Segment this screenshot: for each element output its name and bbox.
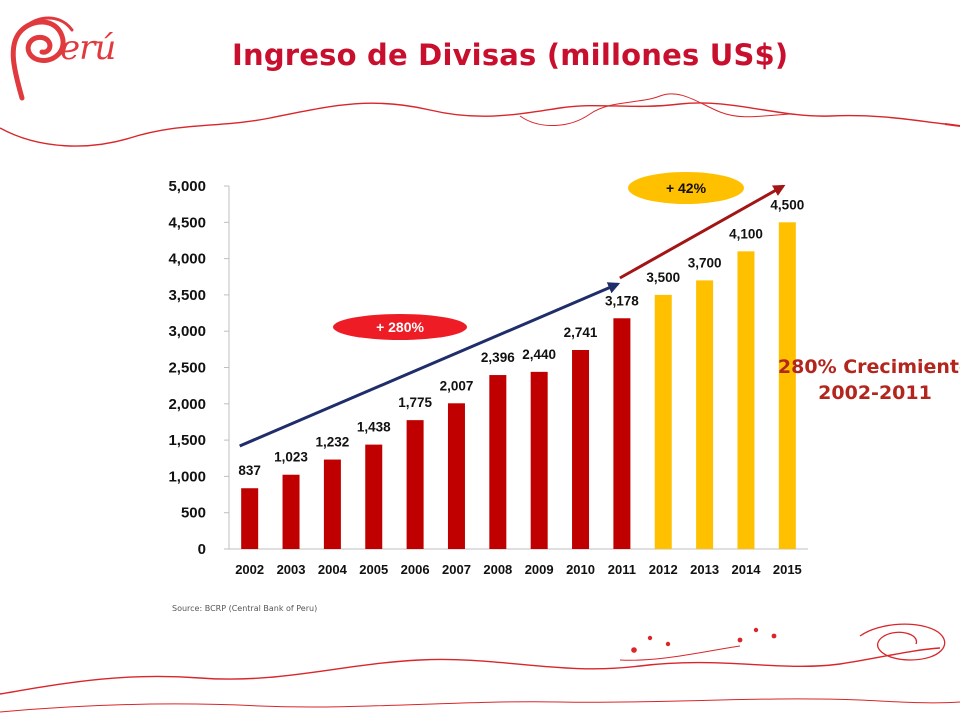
bar [447, 403, 465, 549]
badge-280-percent [333, 314, 467, 340]
y-tick-label: 2,000 [168, 396, 206, 413]
bar [406, 420, 424, 549]
x-tick-label: 2002 [235, 562, 264, 577]
y-tick-label: 1,000 [168, 468, 206, 485]
x-tick-label: 2006 [401, 562, 430, 577]
x-tick-label: 2011 [608, 562, 636, 577]
data-label: 4,500 [770, 197, 804, 212]
x-tick-label: 2003 [277, 562, 306, 577]
bar [282, 474, 300, 549]
data-label: 4,100 [729, 226, 763, 241]
bar [572, 350, 590, 549]
data-label: 2,440 [522, 347, 556, 362]
trend-arrow-2011-2015 [619, 184, 786, 280]
badge-280-percent-label: + 280% [376, 319, 424, 335]
data-label: 1,023 [274, 450, 308, 465]
x-tick-label: 2013 [690, 562, 719, 577]
bar [654, 294, 672, 549]
growth-note-line2: 2002-2011 [818, 382, 932, 404]
x-tick-label: 2007 [442, 562, 471, 577]
bar [778, 222, 796, 550]
x-tick-label: 2004 [318, 562, 348, 577]
peru-logo-swirl-icon [10, 16, 74, 101]
growth-note-line1: 280% Crecimiento [777, 356, 960, 378]
y-tick-label: 500 [181, 505, 206, 522]
data-label: 2,396 [481, 350, 515, 365]
y-tick-label: 4,000 [168, 251, 206, 268]
bar [613, 318, 631, 549]
x-tick-label: 2008 [483, 562, 512, 577]
x-tick-label: 2014 [732, 562, 762, 577]
data-label: 3,500 [646, 270, 680, 285]
data-label: 1,438 [357, 420, 391, 435]
data-label: 3,178 [605, 293, 639, 308]
trend-arrow-2002-2011 [239, 282, 621, 448]
x-tick-label: 2010 [566, 562, 595, 577]
badge-42-percent-label: + 42% [666, 180, 707, 196]
y-tick-label: 2,500 [168, 360, 206, 377]
peru-logo-text: erú [60, 28, 116, 68]
data-label: 2,741 [564, 325, 598, 340]
data-label: 1,232 [315, 435, 349, 450]
x-tick-label: 2012 [649, 562, 678, 577]
bar [530, 371, 548, 549]
growth-note: 280% Crecimiento 2002-2011 [760, 354, 960, 406]
bar [323, 459, 341, 549]
data-label: 3,700 [688, 255, 722, 270]
bar [696, 280, 714, 549]
x-tick-label: 2005 [359, 562, 388, 577]
data-label: 2,007 [440, 378, 474, 393]
x-tick-label: 2015 [773, 562, 802, 577]
bar [365, 444, 383, 549]
y-tick-label: 3,500 [168, 287, 206, 304]
y-tick-label: 3,000 [168, 323, 206, 340]
y-tick-label: 4,500 [168, 214, 206, 231]
data-label: 1,775 [398, 395, 432, 410]
bar [241, 488, 259, 549]
data-label: 837 [238, 463, 261, 478]
page-title: Ingreso de Divisas (millones US$) [232, 38, 789, 72]
bar [489, 375, 507, 549]
y-tick-label: 0 [198, 541, 206, 558]
badge-42-percent [628, 172, 744, 204]
y-tick-label: 1,500 [168, 432, 206, 449]
y-tick-label: 5,000 [168, 178, 206, 195]
bar [737, 251, 755, 549]
source-note: Source: BCRP (Central Bank of Peru) [172, 604, 318, 613]
x-tick-label: 2009 [525, 562, 554, 577]
